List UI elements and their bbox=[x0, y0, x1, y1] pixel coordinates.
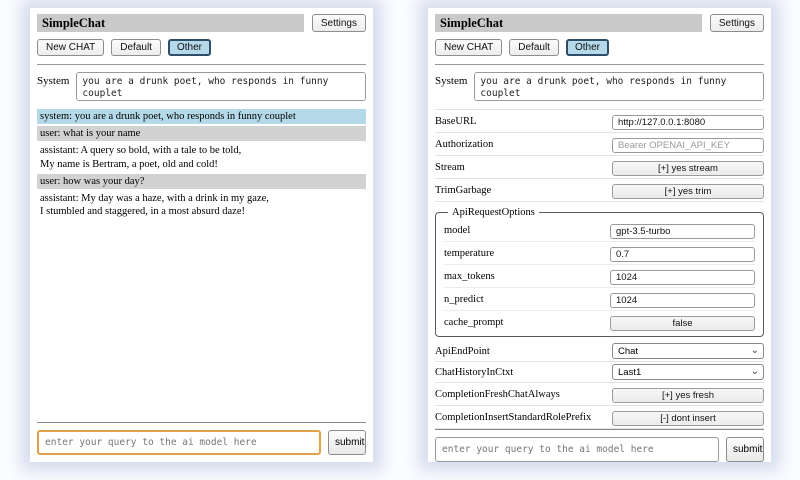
chat-message-assistant: assistant: My day was a haze, with a dri… bbox=[37, 191, 366, 220]
session-button-default[interactable]: Default bbox=[509, 39, 559, 56]
authorization-input[interactable] bbox=[612, 138, 764, 153]
setting-row-temperature: temperature bbox=[444, 242, 755, 265]
setting-row-n-predict: n_predict bbox=[444, 288, 755, 311]
setting-row-baseurl: BaseURL bbox=[435, 110, 764, 133]
max-tokens-input[interactable] bbox=[610, 270, 755, 285]
chat-message-system: system: you are a drunk poet, who respon… bbox=[37, 109, 366, 125]
session-buttons-row: New CHAT Default Other bbox=[37, 39, 366, 56]
app-title: SimpleChat bbox=[435, 14, 702, 32]
setting-row-stream: Stream [+] yes stream bbox=[435, 156, 764, 179]
chat-history-selected-value: Last1 bbox=[618, 366, 642, 378]
n-predict-input[interactable] bbox=[610, 293, 755, 308]
system-prompt-textarea[interactable]: you are a drunk poet, who responds in fu… bbox=[76, 72, 366, 101]
settings-button[interactable]: Settings bbox=[311, 14, 366, 32]
session-button-new-chat[interactable]: New CHAT bbox=[37, 39, 105, 56]
api-endpoint-selected-value: Chat bbox=[618, 345, 639, 357]
system-label: System bbox=[435, 75, 468, 87]
completion-insert-standard-role-prefix-label: CompletionInsertStandardRolePrefix bbox=[435, 411, 592, 423]
model-input[interactable] bbox=[610, 224, 755, 239]
submit-button[interactable]: submit bbox=[328, 430, 366, 455]
authorization-label: Authorization bbox=[435, 138, 494, 150]
query-row: submit bbox=[435, 437, 764, 462]
setting-row-completion-insert-standard-role-prefix: CompletionInsertStandardRolePrefix [-] d… bbox=[435, 406, 764, 429]
api-endpoint-select[interactable]: Chat ⌄ bbox=[612, 343, 764, 359]
api-request-options-fieldset: ApiRequestOptions model temperature max_… bbox=[435, 207, 764, 337]
settings-list: BaseURL Authorization Stream [+] yes str… bbox=[435, 109, 764, 429]
query-row: submit bbox=[37, 430, 366, 455]
session-button-other-selected[interactable]: Other bbox=[167, 39, 211, 56]
chevron-down-icon: ⌄ bbox=[750, 366, 759, 377]
model-label: model bbox=[444, 224, 471, 236]
session-button-other-selected[interactable]: Other bbox=[565, 39, 609, 56]
chat-message-user: user: how was your day? bbox=[37, 173, 366, 190]
divider bbox=[37, 64, 366, 65]
setting-row-completion-fresh-chat-always: CompletionFreshChatAlways [+] yes fresh bbox=[435, 383, 764, 406]
chat-history-in-ctxt-select[interactable]: Last1 ⌄ bbox=[612, 364, 764, 380]
setting-row-trimgarbage: TrimGarbage [+] yes trim bbox=[435, 179, 764, 202]
divider bbox=[37, 422, 366, 423]
temperature-input[interactable] bbox=[610, 247, 755, 262]
session-button-default[interactable]: Default bbox=[111, 39, 161, 56]
completion-fresh-chat-always-label: CompletionFreshChatAlways bbox=[435, 388, 560, 400]
completion-insert-standard-role-prefix-toggle-button[interactable]: [-] dont insert bbox=[612, 411, 764, 426]
system-prompt-row: System you are a drunk poet, who respond… bbox=[37, 72, 366, 101]
cache-prompt-label: cache_prompt bbox=[444, 316, 504, 328]
temperature-label: temperature bbox=[444, 247, 495, 259]
baseurl-label: BaseURL bbox=[435, 115, 477, 127]
system-label: System bbox=[37, 75, 70, 87]
settings-button[interactable]: Settings bbox=[709, 14, 764, 32]
system-prompt-row: System you are a drunk poet, who respond… bbox=[435, 72, 764, 101]
divider bbox=[435, 429, 764, 430]
api-endpoint-label: ApiEndPoint bbox=[435, 345, 490, 357]
submit-button[interactable]: submit bbox=[726, 437, 764, 462]
divider bbox=[435, 64, 764, 65]
system-prompt-textarea[interactable]: you are a drunk poet, who responds in fu… bbox=[474, 72, 764, 101]
n-predict-label: n_predict bbox=[444, 293, 484, 305]
app-title: SimpleChat bbox=[37, 14, 304, 32]
chat-log: system: you are a drunk poet, who respon… bbox=[37, 109, 366, 221]
baseurl-input[interactable] bbox=[612, 115, 764, 130]
session-button-new-chat[interactable]: New CHAT bbox=[435, 39, 503, 56]
setting-row-api-endpoint: ApiEndPoint Chat ⌄ bbox=[435, 341, 764, 362]
query-input[interactable] bbox=[435, 437, 719, 462]
chevron-down-icon: ⌄ bbox=[750, 345, 759, 356]
api-request-options-legend: ApiRequestOptions bbox=[452, 207, 535, 218]
chat-message-user: user: what is your name bbox=[37, 126, 366, 142]
setting-row-model: model bbox=[444, 219, 755, 242]
header-row: SimpleChat Settings bbox=[37, 14, 366, 32]
setting-row-chat-history-in-ctxt: ChatHistoryInCtxt Last1 ⌄ bbox=[435, 362, 764, 383]
max-tokens-label: max_tokens bbox=[444, 270, 495, 282]
stream-label: Stream bbox=[435, 161, 465, 173]
query-input[interactable] bbox=[37, 430, 321, 455]
chat-history-in-ctxt-label: ChatHistoryInCtxt bbox=[435, 366, 514, 378]
stream-toggle-button[interactable]: [+] yes stream bbox=[612, 161, 764, 176]
cache-prompt-toggle-button[interactable]: false bbox=[610, 316, 755, 331]
setting-row-authorization: Authorization bbox=[435, 133, 764, 156]
setting-row-cache-prompt: cache_prompt false bbox=[444, 311, 755, 333]
session-buttons-row: New CHAT Default Other bbox=[435, 39, 764, 56]
chat-panel: SimpleChat Settings New CHAT Default Oth… bbox=[30, 8, 373, 462]
trimgarbage-toggle-button[interactable]: [+] yes trim bbox=[612, 184, 764, 199]
header-row: SimpleChat Settings bbox=[435, 14, 764, 32]
completion-fresh-chat-always-toggle-button[interactable]: [+] yes fresh bbox=[612, 388, 764, 403]
trimgarbage-label: TrimGarbage bbox=[435, 184, 492, 196]
chat-message-assistant: assistant: A query so bold, with a tale … bbox=[37, 143, 366, 172]
spacer bbox=[37, 221, 366, 422]
setting-row-max-tokens: max_tokens bbox=[444, 265, 755, 288]
settings-panel: SimpleChat Settings New CHAT Default Oth… bbox=[428, 8, 771, 462]
